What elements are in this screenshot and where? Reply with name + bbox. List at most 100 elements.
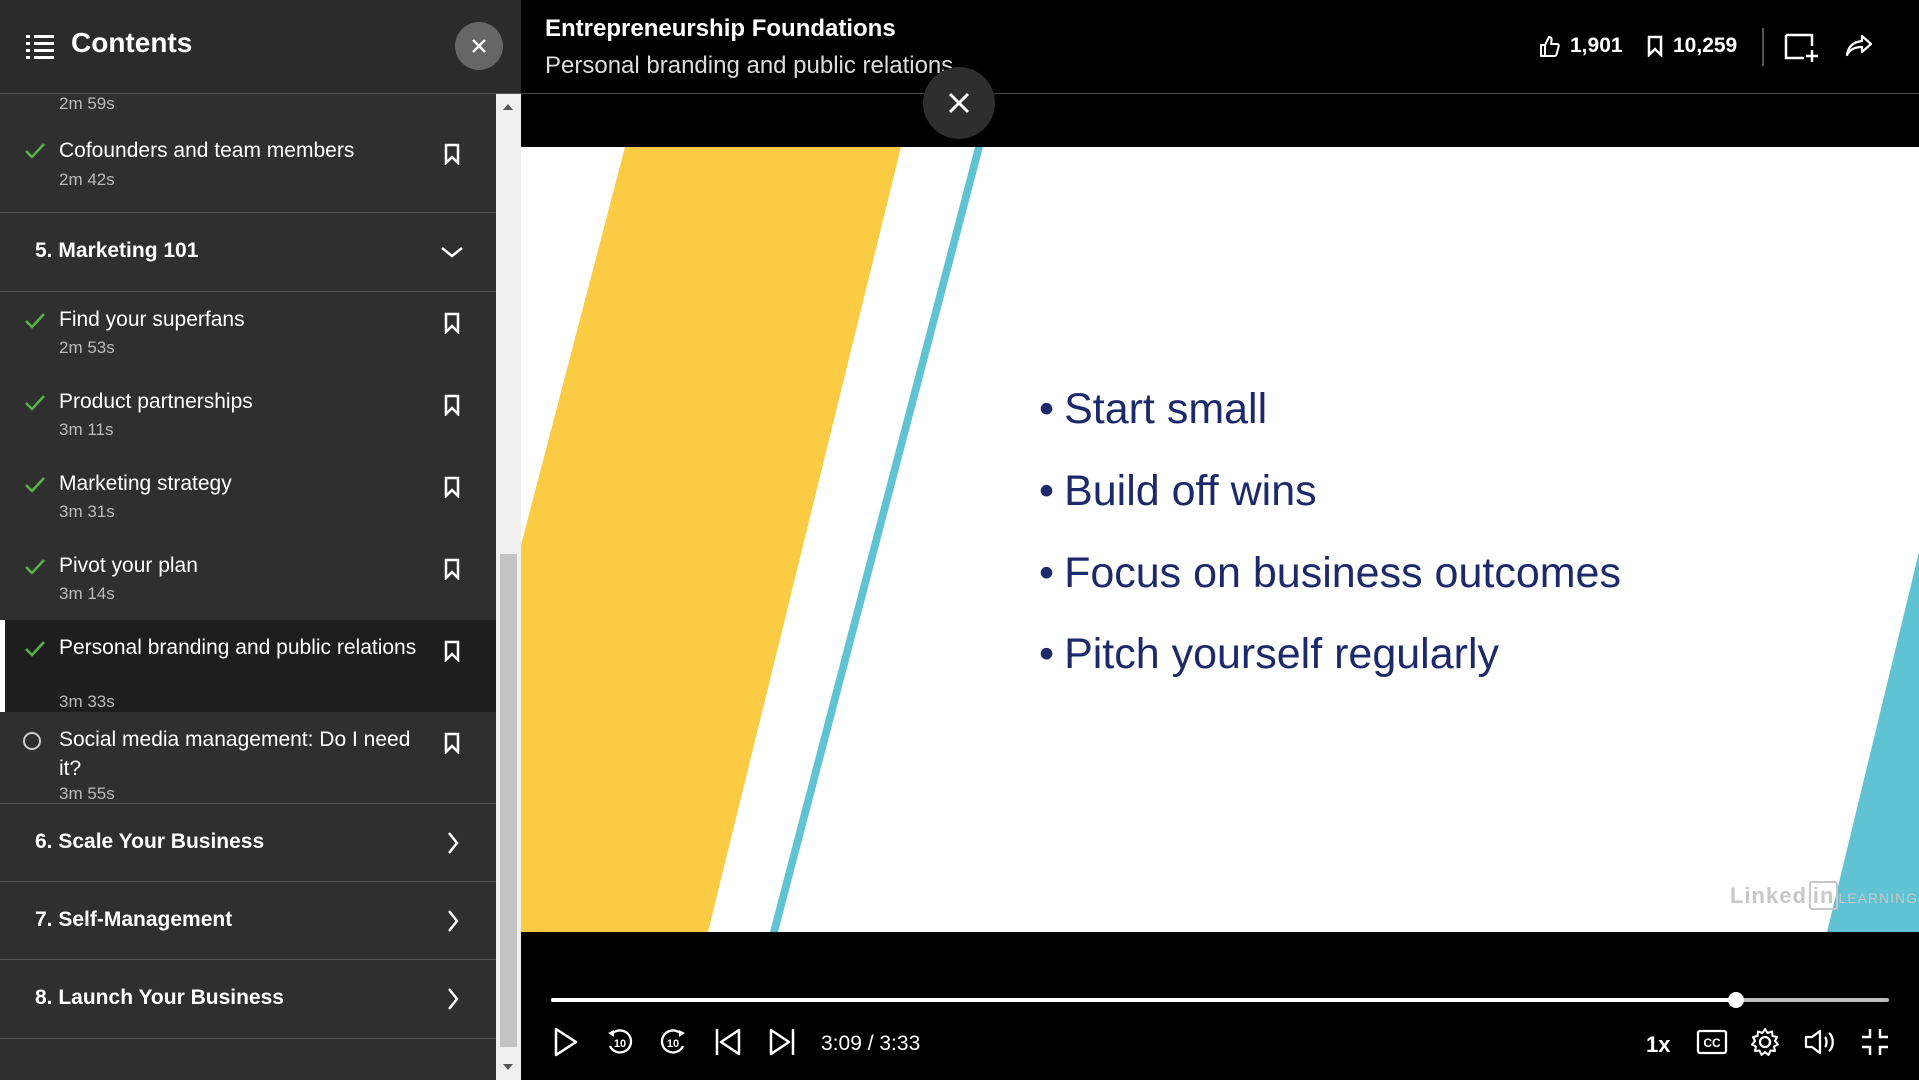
like-button[interactable]: 1,901 [1538, 34, 1623, 58]
bookmark-icon [1647, 35, 1663, 57]
like-count: 1,901 [1570, 34, 1623, 57]
svg-text:10: 10 [667, 1038, 679, 1050]
section-header[interactable]: 6. Scale Your Business [0, 804, 496, 882]
lesson-duration: 3m 31s [59, 502, 115, 521]
progress-fill [551, 998, 1737, 1002]
save-button[interactable]: 10,259 [1647, 34, 1737, 58]
lesson-title: Marketing strategy [59, 472, 232, 495]
watermark-suffix: LEARNING [1838, 890, 1919, 906]
rewind-10-icon: 10 [608, 1029, 633, 1054]
slide-decoration [521, 147, 1919, 932]
lesson-duration: 3m 14s [59, 584, 115, 603]
chevron-right-icon [448, 988, 459, 1010]
bookmark-icon[interactable] [443, 640, 461, 662]
chevron-down-icon [441, 247, 463, 258]
section-header[interactable]: 7. Self-Management [0, 882, 496, 960]
svg-text:CC: CC [1703, 1036, 1721, 1050]
check-icon [25, 313, 45, 329]
close-sidebar-button[interactable] [455, 22, 503, 70]
section-header[interactable]: 8. Launch Your Business [0, 960, 496, 1038]
play-icon [554, 1027, 578, 1057]
video-frame[interactable]: Start small Build off wins Focus on busi… [521, 147, 1919, 932]
volume-icon [1804, 1029, 1834, 1055]
previous-button[interactable] [713, 1022, 743, 1062]
captions-button[interactable]: CC [1695, 1022, 1729, 1062]
scroll-thumb[interactable] [500, 554, 517, 1047]
course-title[interactable]: Entrepreneurship Foundations [545, 15, 896, 42]
scroll-down-arrow[interactable] [503, 1064, 513, 1070]
lesson-duration: 3m 55s [59, 784, 115, 803]
share-icon[interactable] [1845, 34, 1873, 58]
progress-bar[interactable] [551, 992, 1889, 1008]
forward-10-button[interactable]: 10 [658, 1022, 688, 1062]
rewind-10-button[interactable]: 10 [605, 1022, 635, 1062]
exit-fullscreen-button[interactable] [1859, 1022, 1891, 1062]
lesson-item[interactable]: Pivot your plan 3m 14s [0, 538, 496, 620]
lesson-title: Social media management: Do I need it? [59, 728, 411, 780]
video-title: Personal branding and public relations [545, 52, 954, 79]
sidebar-scrollbar[interactable] [496, 94, 521, 1080]
divider [0, 881, 496, 882]
next-button[interactable] [767, 1022, 797, 1062]
section-header[interactable]: 5. Marketing 101 [0, 213, 496, 291]
watermark-brand: Linked [1730, 883, 1807, 908]
bookmark-icon[interactable] [443, 143, 461, 165]
volume-button[interactable] [1804, 1022, 1838, 1062]
closed-captions-icon: CC [1696, 1029, 1728, 1055]
section-title: 8. Launch Your Business [35, 986, 284, 1009]
progress-handle[interactable] [1728, 992, 1745, 1008]
list-icon [26, 35, 54, 59]
lesson-duration: 3m 11s [59, 420, 114, 439]
lesson-duration: 2m 59s [59, 94, 115, 113]
time-display: 3:09 / 3:33 [821, 1032, 921, 1055]
bookmark-icon[interactable] [443, 394, 461, 416]
play-button[interactable] [551, 1022, 581, 1062]
close-overlay-button[interactable] [923, 67, 995, 139]
lesson-duration: 2m 42s [59, 170, 115, 189]
divider [0, 291, 496, 292]
not-started-icon [23, 732, 41, 750]
lesson-item[interactable]: Marketing strategy 3m 31s [0, 456, 496, 538]
slide-bullet: Build off wins [1039, 467, 1317, 516]
linkedin-learning-logo: Linked in LEARNING [1730, 881, 1919, 910]
exit-fullscreen-icon [1862, 1029, 1888, 1055]
divider [0, 803, 496, 804]
add-to-collection-icon[interactable] [1784, 32, 1820, 62]
check-icon [25, 477, 45, 493]
save-count: 10,259 [1673, 34, 1738, 57]
lesson-title: Product partnerships [59, 390, 253, 413]
gear-icon [1751, 1028, 1779, 1056]
bookmark-icon[interactable] [443, 476, 461, 498]
chevron-right-icon [448, 832, 459, 854]
chevron-right-icon [448, 910, 459, 932]
lesson-item[interactable]: Product partnerships 3m 11s [0, 374, 496, 456]
lesson-item[interactable]: Personal branding and public relations 3m… [0, 620, 496, 712]
watermark-in: in [1808, 881, 1839, 910]
divider [1762, 28, 1764, 66]
section-title: 7. Self-Management [35, 908, 233, 931]
lesson-duration: 3m 33s [59, 692, 115, 711]
playback-speed-button[interactable]: 1x [1646, 1032, 1671, 1057]
player-header: Entrepreneurship Foundations Personal br… [521, 0, 1919, 94]
thumbs-up-icon [1540, 36, 1560, 57]
sidebar-title: Contents [71, 27, 193, 58]
contents-sidebar: Contents 2m 59s Cofounders and team memb… [0, 0, 521, 1080]
lesson-item[interactable]: Cofounders and team members 2m 42s [0, 114, 496, 207]
svg-text:10: 10 [614, 1038, 626, 1050]
lesson-item[interactable]: Find your superfans 2m 53s [0, 292, 496, 374]
divider [0, 959, 496, 960]
slide-bullet: Pitch yourself regularly [1039, 630, 1499, 679]
contents-list: 2m 59s Cofounders and team members 2m 42… [0, 94, 496, 1080]
skip-previous-icon [715, 1028, 741, 1056]
bookmark-icon[interactable] [443, 312, 461, 334]
bookmark-icon[interactable] [443, 558, 461, 580]
section-title: 6. Scale Your Business [35, 830, 265, 853]
settings-button[interactable] [1749, 1022, 1781, 1062]
player-controls: 10 10 3:09 / 3:33 1x CC [521, 932, 1919, 1080]
slide-bullet: Start small [1039, 385, 1267, 434]
bookmark-icon[interactable] [443, 732, 461, 754]
sidebar-header: Contents [0, 0, 521, 94]
scroll-up-arrow[interactable] [503, 104, 513, 110]
list-item[interactable]: 2m 59s [0, 94, 496, 114]
lesson-item[interactable]: Social media management: Do I need it? 3m… [0, 712, 496, 804]
